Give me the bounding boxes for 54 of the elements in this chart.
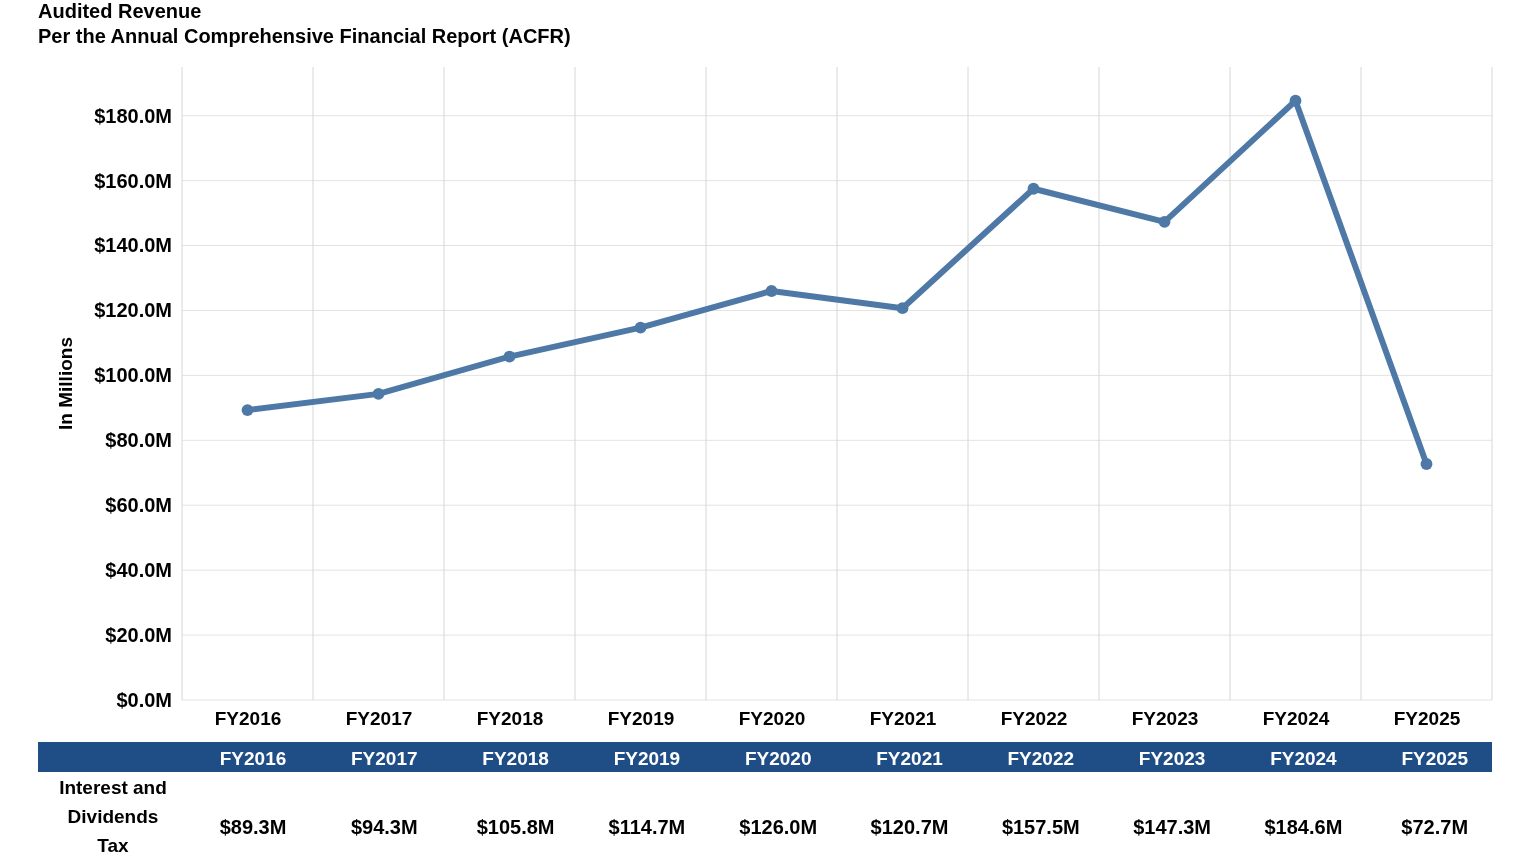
point bbox=[765, 285, 778, 297]
data-label: $94.3M bbox=[350, 816, 418, 838]
data-label: $114.7M bbox=[608, 816, 686, 838]
y-axis-title: In Millions bbox=[55, 337, 76, 430]
x-tick-label: FY2017 bbox=[345, 708, 413, 730]
data-label: $89.3M bbox=[219, 816, 287, 838]
x-tick-label: FY2020 bbox=[738, 708, 806, 730]
data-label: $72.7M bbox=[1401, 816, 1469, 838]
category-label: FY2021 bbox=[876, 748, 943, 769]
data-label: $147.3M bbox=[1133, 816, 1212, 838]
point bbox=[241, 404, 254, 417]
chart-subtitle: Per the Annual Comprehensive Financial Report (ACFR) bbox=[38, 25, 571, 47]
point bbox=[372, 387, 385, 400]
point bbox=[1158, 215, 1171, 228]
category-label: FY2025 bbox=[1401, 748, 1468, 769]
y-tick-label: $60.0M bbox=[105, 494, 172, 517]
category-label: FY2022 bbox=[1007, 748, 1075, 769]
y-tick-label: $180.0M bbox=[94, 104, 172, 127]
x-tick-label: FY2023 bbox=[1131, 708, 1199, 730]
point bbox=[1289, 94, 1302, 107]
data-label: $120.7M bbox=[870, 816, 949, 838]
y-tick-label: $20.0M bbox=[105, 623, 172, 646]
x-tick-label: FY2018 bbox=[476, 708, 544, 730]
category-label: FY2019 bbox=[613, 748, 681, 769]
y-tick-label: $160.0M bbox=[94, 169, 172, 192]
point bbox=[634, 321, 647, 334]
x-tick-label: FY2016 bbox=[214, 708, 282, 730]
point bbox=[896, 302, 909, 315]
point bbox=[1027, 182, 1040, 195]
y-tick-label: $140.0M bbox=[94, 234, 172, 257]
data-label: $184.6M bbox=[1264, 816, 1343, 838]
category-label: FY2017 bbox=[351, 748, 418, 769]
y-tick-label: $100.0M bbox=[94, 364, 172, 387]
category-label: FY2020 bbox=[744, 748, 812, 769]
category-label: FY2024 bbox=[1270, 748, 1337, 769]
point bbox=[503, 350, 516, 363]
point bbox=[1420, 458, 1433, 470]
category-label: FY2018 bbox=[482, 748, 549, 769]
x-tick-label: FY2022 bbox=[1000, 708, 1068, 730]
data-label: $105.8M bbox=[476, 816, 555, 838]
data-label: $126.0M bbox=[739, 816, 818, 838]
text: Interest and Dividends Tax bbox=[59, 777, 167, 856]
x-tick-label: FY2024 bbox=[1262, 708, 1330, 730]
y-tick-label: $120.0M bbox=[94, 299, 172, 322]
y-tick-label: $0.0M bbox=[116, 688, 172, 711]
category-label: FY2023 bbox=[1138, 748, 1206, 769]
x-tick-label: FY2021 bbox=[869, 708, 937, 730]
category-label: FY2016 bbox=[219, 748, 287, 769]
y-tick-label: $40.0M bbox=[105, 559, 172, 582]
chart-title: Audited Revenue bbox=[38, 0, 202, 22]
x-tick-label: FY2025 bbox=[1393, 708, 1461, 730]
data-label: $157.5M bbox=[1001, 816, 1080, 838]
y-tick-label: $80.0M bbox=[105, 429, 172, 452]
x-tick-label: FY2019 bbox=[607, 708, 675, 730]
